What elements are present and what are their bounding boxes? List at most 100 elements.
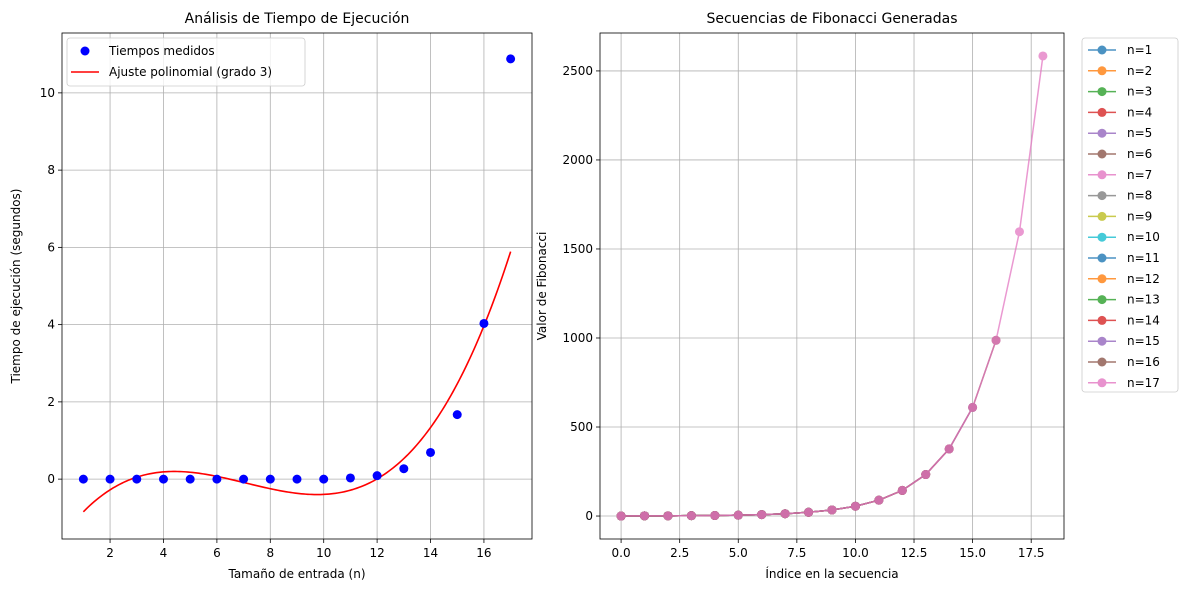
legend-entry <box>1088 66 1116 76</box>
fibonacci-chart: 0.0 2.5 5.0 7.5 10.0 12.5 15.0 17.5 0 500 1000 150… <box>535 11 1179 581</box>
data-point <box>78 474 88 484</box>
legend-label: n=1 <box>1127 43 1152 57</box>
legend-marker <box>1097 191 1107 201</box>
x-ticks: 0.0 2.5 5.0 7.5 10.0 12.5 15.0 17.5 <box>612 539 1045 560</box>
y-tick-label: 0 <box>585 509 593 523</box>
y-tick-label: 2500 <box>562 64 593 78</box>
x-tick-label: 12.5 <box>901 546 928 560</box>
series-point <box>710 510 720 520</box>
x-tick-label: 17.5 <box>1018 546 1045 560</box>
axes-frame <box>61 32 533 540</box>
axes-frame <box>599 32 1065 540</box>
series-n-13 <box>616 470 931 521</box>
series-point <box>616 511 626 521</box>
x-tick-label: 14 <box>423 546 438 560</box>
legend-entry <box>1088 232 1116 242</box>
x-tick-label: 15.0 <box>959 546 986 560</box>
legend-marker <box>1097 128 1107 138</box>
data-point <box>212 474 222 484</box>
legend-entry <box>1088 336 1116 346</box>
y-tick-label: 10 <box>40 86 55 100</box>
series-point <box>1014 227 1024 237</box>
y-tick-label: 8 <box>47 163 55 177</box>
fit-curve <box>82 251 512 513</box>
data-point <box>319 474 329 484</box>
legend-label: n=15 <box>1127 334 1160 348</box>
legend-label: n=14 <box>1127 313 1160 327</box>
series-line <box>621 448 950 517</box>
legend-entry <box>1088 315 1116 325</box>
legend-entry <box>1088 253 1116 263</box>
legend-entry <box>1088 378 1116 388</box>
legend-entry <box>1088 191 1116 201</box>
y-axis-label: Valor de Fibonacci <box>535 232 549 341</box>
data-point <box>105 474 115 484</box>
series-line <box>621 55 1044 517</box>
y-tick-label: 0 <box>47 472 55 486</box>
series-line <box>621 473 927 517</box>
y-ticks: 0 500 1000 1500 2000 2500 <box>562 64 600 523</box>
legend-entry <box>1088 149 1116 159</box>
data-point <box>452 410 462 420</box>
y-ticks: 0 2 4 6 8 10 <box>40 86 62 486</box>
legend-marker <box>1097 295 1107 305</box>
legend: n=1 n=2 n=3 n=4 n=5 n=6 n=7 n=8 n=9 n=10 n=11 n=12 n… <box>1081 37 1179 393</box>
chart-title: Análisis de Tiempo de Ejecución <box>185 11 410 27</box>
series-point <box>640 511 650 521</box>
legend-entry <box>1088 45 1116 55</box>
legend-label: n=17 <box>1127 376 1160 390</box>
data-point <box>345 473 355 483</box>
legend-entry <box>1088 295 1116 305</box>
data-point <box>292 474 302 484</box>
legend-entry <box>1088 107 1116 117</box>
legend-frame <box>1081 37 1179 393</box>
legend-label: n=4 <box>1127 105 1152 119</box>
legend-label: n=10 <box>1127 230 1160 244</box>
x-tick-label: 10.0 <box>842 546 869 560</box>
legend-marker <box>1097 87 1107 97</box>
legend-label: n=6 <box>1127 147 1152 161</box>
data-point <box>132 474 142 484</box>
legend-label: n=3 <box>1127 85 1152 99</box>
data-point <box>265 474 275 484</box>
grid <box>600 33 1064 539</box>
series-point <box>850 501 860 511</box>
legend-entry <box>1088 274 1116 284</box>
x-tick-label: 7.5 <box>787 546 806 560</box>
legend-label: n=11 <box>1127 251 1160 265</box>
data-point <box>479 318 489 328</box>
legend-entry <box>1088 211 1116 221</box>
y-tick-label: 2 <box>47 395 55 409</box>
series-point <box>733 510 743 520</box>
series-point <box>780 509 790 519</box>
legend-label: n=12 <box>1127 272 1160 286</box>
series-point <box>1038 51 1048 61</box>
legend-label: n=9 <box>1127 209 1152 223</box>
series-point <box>827 505 837 515</box>
legend-marker-scatter <box>80 46 90 56</box>
legend-label: n=16 <box>1127 355 1160 369</box>
legend-label: n=5 <box>1127 126 1152 140</box>
plot-area <box>78 54 516 513</box>
series-point <box>686 511 696 521</box>
execution-time-chart: 2 4 6 8 10 12 14 16 0 2 4 6 8 10 Análisis de Tiempo … <box>9 11 533 581</box>
legend: Tiempos medidos Ajuste polinomial (grado… <box>66 37 306 87</box>
legend-marker <box>1097 274 1107 284</box>
x-tick-label: 0.0 <box>612 546 631 560</box>
series-point <box>897 485 907 495</box>
data-point <box>399 464 409 474</box>
series-point <box>757 510 767 520</box>
legend-marker <box>1097 336 1107 346</box>
data-point <box>239 474 249 484</box>
legend-marker <box>1097 66 1107 76</box>
x-tick-label: 4 <box>160 546 168 560</box>
series-point <box>663 511 673 521</box>
series-point <box>804 507 814 517</box>
plot-area <box>616 51 1048 521</box>
series-point <box>874 495 884 505</box>
series-n-17 <box>616 51 1048 521</box>
x-tick-label: 6 <box>213 546 221 560</box>
data-point <box>158 474 168 484</box>
y-tick-label: 2000 <box>562 153 593 167</box>
data-point <box>372 471 382 481</box>
